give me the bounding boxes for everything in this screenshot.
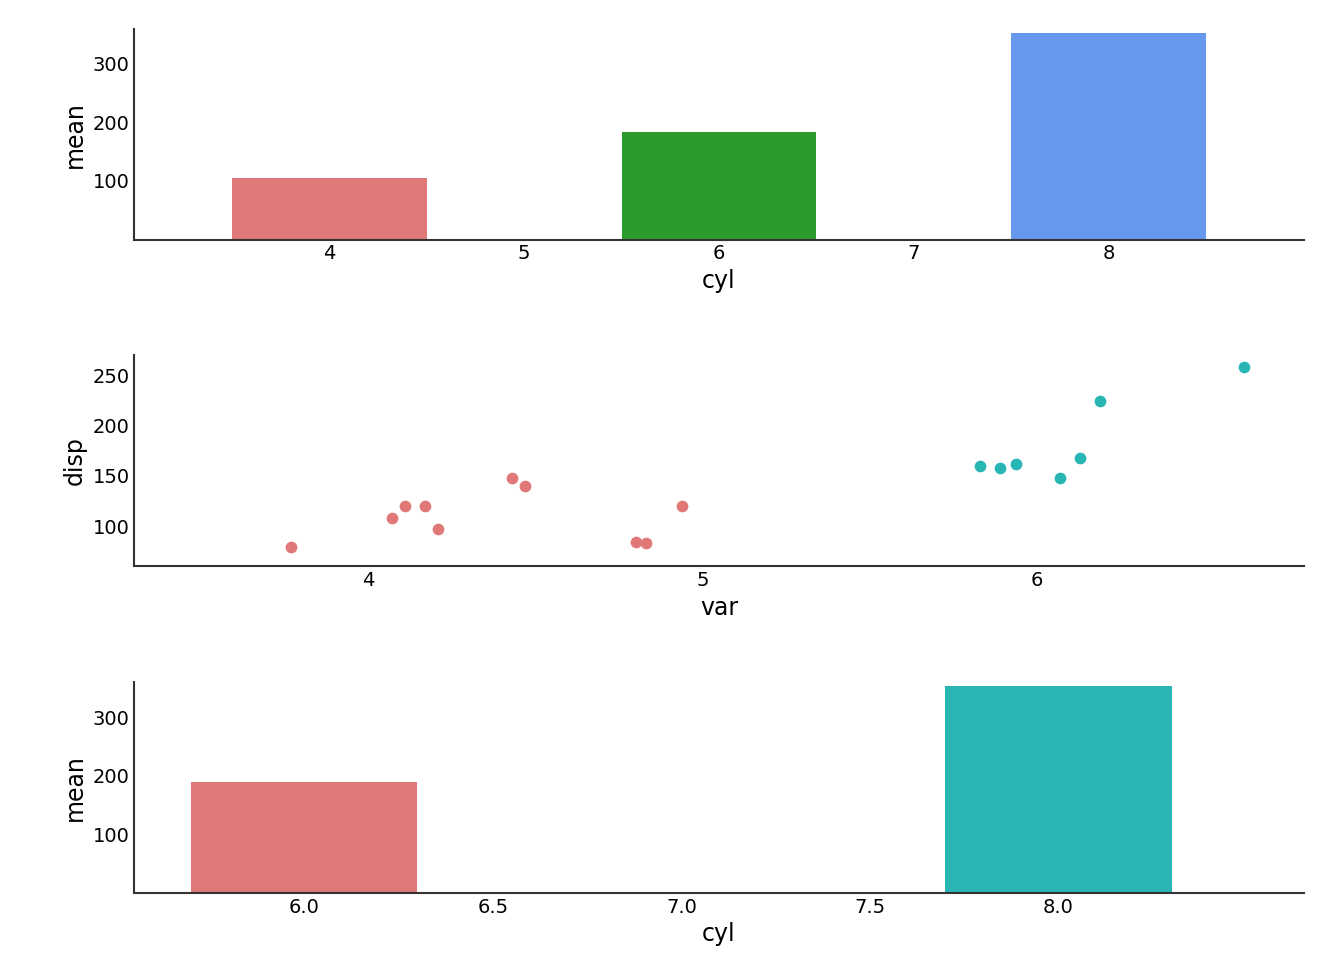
Point — [414, 498, 435, 514]
Point — [281, 540, 302, 555]
Point — [634, 536, 656, 551]
Point — [501, 470, 523, 486]
Point — [1068, 450, 1090, 466]
Point — [380, 511, 402, 526]
Bar — [231, 178, 426, 240]
X-axis label: cyl: cyl — [702, 923, 737, 947]
Point — [1232, 360, 1254, 375]
Y-axis label: disp: disp — [63, 437, 87, 485]
Point — [1089, 393, 1110, 408]
Point — [394, 498, 415, 514]
Point — [625, 535, 646, 550]
Bar — [191, 781, 417, 893]
X-axis label: var: var — [700, 595, 738, 619]
Point — [969, 458, 991, 473]
Point — [989, 460, 1011, 475]
Point — [427, 521, 449, 537]
Point — [515, 478, 536, 493]
Bar — [945, 686, 1172, 893]
Point — [1005, 456, 1027, 471]
Bar — [1011, 33, 1206, 240]
X-axis label: cyl: cyl — [702, 269, 737, 293]
Y-axis label: mean: mean — [63, 754, 87, 821]
Y-axis label: mean: mean — [63, 101, 87, 168]
Point — [672, 498, 694, 514]
Bar — [621, 132, 816, 240]
Point — [1050, 470, 1071, 486]
